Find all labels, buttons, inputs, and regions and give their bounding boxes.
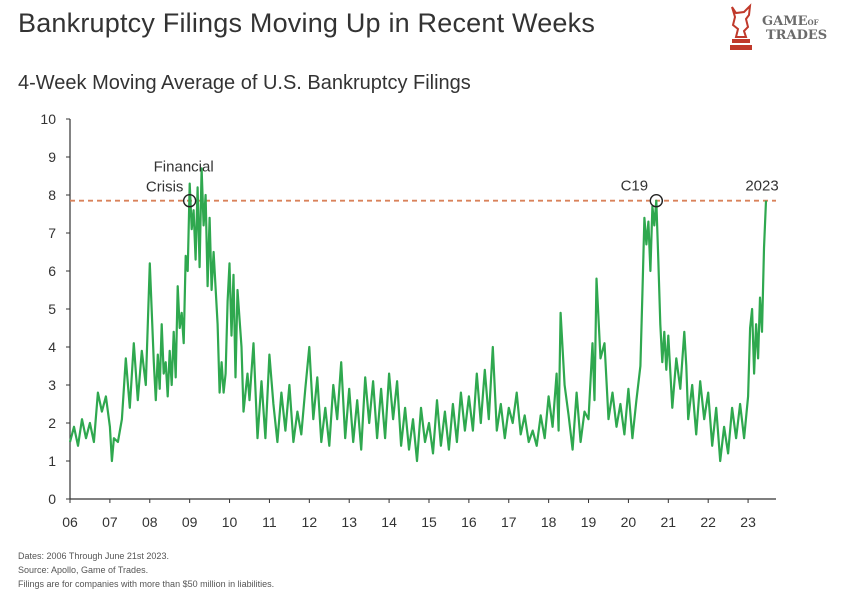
x-tick-label: 06 xyxy=(62,514,78,530)
x-tick-label: 23 xyxy=(740,514,756,530)
y-tick-label: 0 xyxy=(48,491,56,507)
logo-word-game: GAME xyxy=(762,14,808,29)
y-tick-label: 5 xyxy=(48,301,56,317)
x-tick-label: 21 xyxy=(661,514,677,530)
logo-word-of: OF xyxy=(807,18,819,27)
annotations: Financial Crisis C19 2023 xyxy=(146,159,779,208)
x-tick-label: 19 xyxy=(581,514,597,530)
chart-notes: Dates: 2006 Through June 21st 2023. Sour… xyxy=(18,549,274,591)
c19-marker xyxy=(649,193,664,208)
logo-word-trades: TRADES xyxy=(766,28,828,43)
y-axis: 0 1 2 3 4 5 6 7 8 9 10 xyxy=(40,111,71,507)
series-line xyxy=(68,167,768,463)
x-tick-label: 22 xyxy=(700,514,716,530)
y-tick-label: 4 xyxy=(48,339,56,355)
note-dates: Dates: 2006 Through June 21st 2023. xyxy=(18,551,169,561)
game-of-trades-logo: GAMEOF TRADES xyxy=(724,2,834,54)
y-tick-label: 10 xyxy=(40,111,56,127)
financial-crisis-marker xyxy=(182,193,197,208)
financial-crisis-label-line1: Financial xyxy=(154,159,214,176)
x-tick-label: 10 xyxy=(222,514,238,530)
x-tick-label: 13 xyxy=(341,514,357,530)
x-tick-label: 12 xyxy=(302,514,318,530)
y-tick-label: 8 xyxy=(48,187,56,203)
x-tick-label: 09 xyxy=(182,514,198,530)
x-tick-label: 20 xyxy=(621,514,637,530)
y-tick-label: 7 xyxy=(48,225,56,241)
year-2023-label: 2023 xyxy=(745,178,778,195)
y-tick-label: 9 xyxy=(48,149,56,165)
x-tick-label: 08 xyxy=(142,514,158,530)
x-tick-label: 11 xyxy=(262,514,277,530)
bull-chess-knight-icon xyxy=(730,3,752,50)
x-tick-label: 18 xyxy=(541,514,557,530)
x-tick-label: 16 xyxy=(461,514,477,530)
note-source: Source: Apollo, Game of Trades. xyxy=(18,565,149,575)
y-tick-label: 6 xyxy=(48,263,56,279)
chart-subtitle: 4-Week Moving Average of U.S. Bankruptcy… xyxy=(18,72,471,94)
y-tick-label: 1 xyxy=(48,453,56,469)
x-axis: 06 07 08 09 10 11 12 13 14 15 16 17 18 19 20 21 22 23 xyxy=(62,498,776,530)
c19-label: C19 xyxy=(621,178,649,195)
y-tick-label: 2 xyxy=(48,415,56,431)
x-tick-label: 07 xyxy=(102,514,118,530)
y-tick-label: 3 xyxy=(48,377,56,393)
note-filings: Filings are for companies with more than… xyxy=(18,579,275,589)
financial-crisis-label-line2: Crisis xyxy=(146,179,184,196)
x-tick-label: 14 xyxy=(381,514,397,530)
chart-title: Bankruptcy Filings Moving Up in Recent W… xyxy=(18,8,596,38)
x-tick-label: 15 xyxy=(421,514,437,530)
x-tick-label: 17 xyxy=(501,514,517,530)
